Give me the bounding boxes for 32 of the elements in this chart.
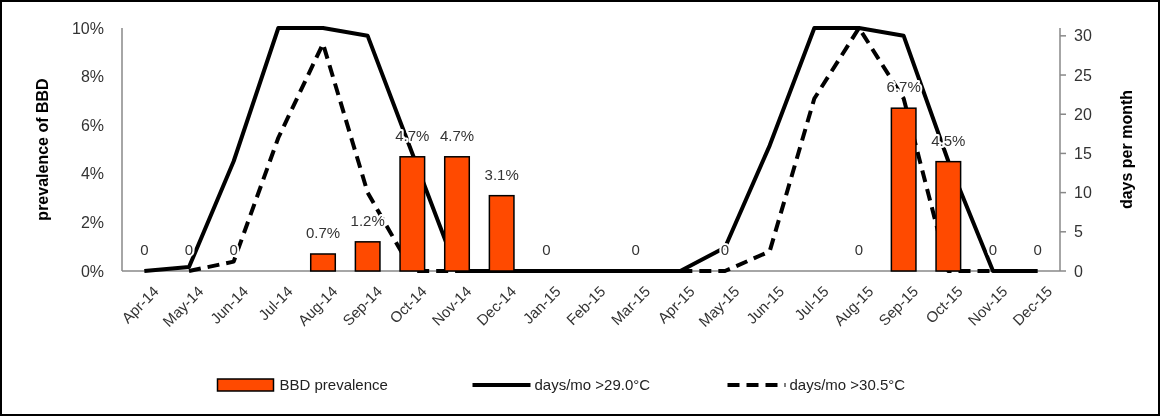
y-tick-label: 6%: [80, 116, 104, 134]
legend-label: BBD prevalence: [279, 376, 388, 394]
data-label: 0: [184, 241, 194, 258]
bar: [354, 241, 381, 272]
y2-tick-label: 5: [1074, 223, 1083, 241]
legend-label: days/mo >29.0°C: [534, 376, 651, 394]
y2-tick-label: 25: [1074, 66, 1092, 84]
data-label: 4.7%: [439, 126, 475, 144]
data-label: 0: [1033, 241, 1042, 258]
y-tick-label: 8%: [80, 68, 104, 86]
y2-tick-label: 30: [1074, 27, 1092, 45]
y2-tick-label: 10: [1074, 184, 1092, 202]
data-label: 3.1%: [484, 165, 519, 183]
data-label: 0: [631, 241, 640, 258]
data-label: 0: [140, 241, 149, 258]
y-tick-label: 4%: [80, 165, 104, 183]
data-label: 1.2%: [350, 211, 385, 229]
data-label: 0.7%: [305, 223, 341, 241]
y-tick-label: 0%: [80, 262, 104, 280]
y2-tick-label: 20: [1074, 105, 1092, 123]
data-label: 0: [542, 241, 551, 258]
y2-axis-title: days per month: [1118, 89, 1135, 210]
data-label: 0: [854, 241, 864, 258]
y-tick-label: 2%: [80, 214, 104, 231]
y-axis-title: prevalence of BBD: [34, 78, 51, 221]
bar: [309, 253, 337, 272]
data-label: 0: [229, 241, 238, 258]
data-label: 0: [988, 241, 998, 258]
y-tick-label: 10%: [71, 19, 104, 37]
y2-tick-label: 0: [1074, 262, 1083, 280]
legend-label: days/mo >30.5°C: [789, 376, 906, 394]
y2-tick-label: 15: [1074, 145, 1092, 163]
